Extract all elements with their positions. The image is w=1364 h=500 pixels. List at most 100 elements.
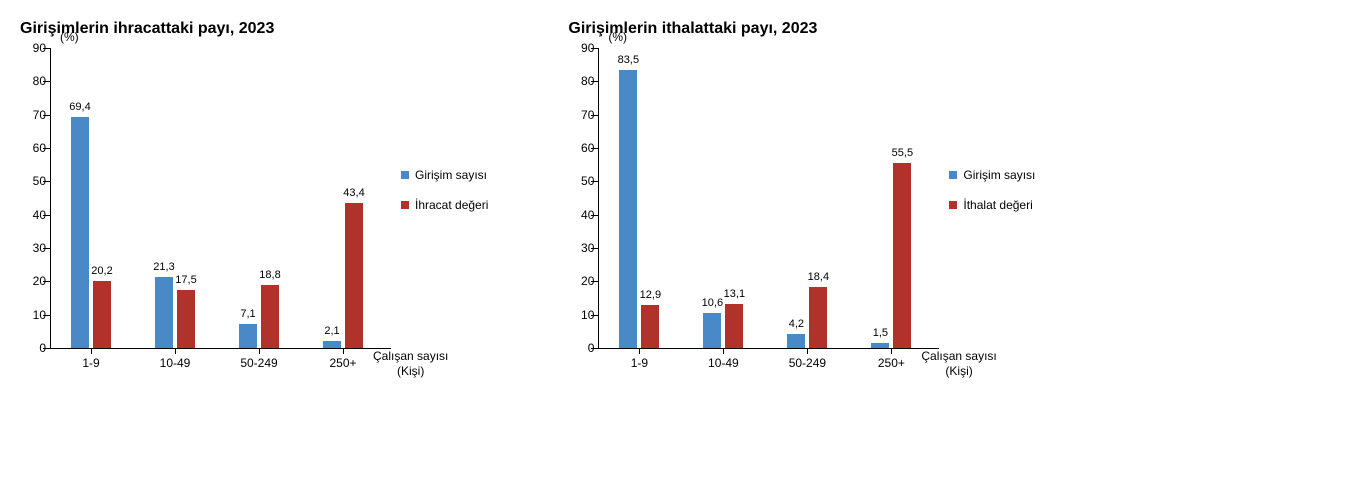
y-axis-unit: (%) (608, 30, 627, 44)
bar-group: 10,613,1 (703, 304, 743, 348)
legend-swatch (949, 201, 957, 209)
legend-label: İhracat değeri (415, 198, 488, 212)
bar: 17,5 (177, 290, 195, 348)
x-axis-title-line: (Kişi) (373, 364, 448, 380)
bar-group: 2,1 43,4 (323, 203, 363, 348)
y-tick-label: 0 (21, 341, 46, 355)
legend: Girişim sayısı İhracat değeri (401, 168, 488, 212)
bar: 83,5 (619, 70, 637, 348)
y-tick-label: 90 (21, 41, 46, 55)
x-tick (807, 348, 808, 354)
bar-group: 21,317,5 (155, 277, 195, 348)
bar-group: 83,512,9 (619, 70, 659, 348)
plot-container: (%)010203040506070809069,420,21-921,317,… (20, 48, 391, 349)
chart-body: (%)010203040506070809083,512,91-910,613,… (568, 48, 1035, 349)
legend-item: Girişim sayısı (949, 168, 1035, 182)
legend-label: Girişim sayısı (415, 168, 487, 182)
y-tick-label: 60 (569, 141, 594, 155)
x-axis-title: Çalışan sayısı(Kişi) (921, 349, 996, 380)
y-tick-label: 40 (569, 208, 594, 222)
legend-label: Girişim sayısı (963, 168, 1035, 182)
y-tick-label: 20 (569, 274, 594, 288)
bar-value-label: 2,1 (324, 325, 339, 337)
bar-value-label: 55,5 (892, 147, 913, 159)
y-tick-label: 10 (21, 308, 46, 322)
bar-group: 4,2 18,4 (787, 287, 827, 348)
bar-value-label: 18,8 (259, 269, 280, 281)
bar-value-label: 10,6 (702, 297, 723, 309)
y-tick-label: 20 (21, 274, 46, 288)
chart-wrapper: Girişimlerin ihracattaki payı, 2023(%)01… (20, 20, 488, 349)
legend-item: İhracat değeri (401, 198, 488, 212)
y-tick-label: 70 (21, 108, 46, 122)
bar-group: 1,5 55,5 (871, 163, 911, 348)
y-tick-label: 50 (569, 174, 594, 188)
y-tick-label: 90 (569, 41, 594, 55)
bar-value-label: 4,2 (789, 318, 804, 330)
bar-value-label: 17,5 (175, 274, 196, 286)
bar-value-label: 1,5 (873, 327, 888, 339)
y-tick-label: 50 (21, 174, 46, 188)
legend-swatch (949, 171, 957, 179)
x-tick (891, 348, 892, 354)
bar: 20,2 (93, 281, 111, 348)
x-tick-label: 50-249 (240, 356, 277, 370)
y-tick-label: 60 (21, 141, 46, 155)
legend-label: İthalat değeri (963, 198, 1032, 212)
x-axis-title-line: Çalışan sayısı (921, 349, 996, 365)
x-tick (175, 348, 176, 354)
bar-value-label: 7,1 (240, 308, 255, 320)
x-tick-label: 1-9 (631, 356, 648, 370)
bar: 18,4 (809, 287, 827, 348)
x-axis-title-line: Çalışan sayısı (373, 349, 448, 365)
bar: 7,1 (239, 324, 257, 348)
bar-value-label: 12,9 (640, 289, 661, 301)
y-tick-label: 70 (569, 108, 594, 122)
chart-title: Girişimlerin ithalattaki payı, 2023 (568, 20, 1035, 38)
bar: 69,4 (71, 117, 89, 348)
x-axis-title-line: (Kişi) (921, 364, 996, 380)
x-tick-label: 10-49 (160, 356, 191, 370)
x-tick (343, 348, 344, 354)
y-tick-label: 80 (21, 74, 46, 88)
x-tick-label: 1-9 (82, 356, 99, 370)
bar-value-label: 21,3 (153, 261, 174, 273)
x-tick (639, 348, 640, 354)
chart-title: Girişimlerin ihracattaki payı, 2023 (20, 20, 488, 38)
y-tick-label: 10 (569, 308, 594, 322)
plot-container: (%)010203040506070809083,512,91-910,613,… (568, 48, 939, 349)
legend: Girişim sayısı İthalat değeri (949, 168, 1035, 212)
bar-value-label: 13,1 (724, 288, 745, 300)
bar: 13,1 (725, 304, 743, 348)
legend-swatch (401, 201, 409, 209)
y-axis-unit: (%) (60, 30, 79, 44)
bar-group: 69,420,2 (71, 117, 111, 348)
plot-area: 010203040506070809083,512,91-910,613,110… (598, 48, 939, 349)
legend-item: Girişim sayısı (401, 168, 488, 182)
chart-wrapper: Girişimlerin ithalattaki payı, 2023(%) 01… (568, 20, 1035, 349)
x-tick (723, 348, 724, 354)
legend-swatch (401, 171, 409, 179)
bar: 43,4 (345, 203, 363, 348)
legend-item: İthalat değeri (949, 198, 1035, 212)
bar: 18,8 (261, 285, 279, 348)
bar: 55,5 (893, 163, 911, 348)
bar-value-label: 43,4 (343, 187, 364, 199)
y-tick-label: 80 (569, 74, 594, 88)
chart-body: (%)010203040506070809069,420,21-921,317,… (20, 48, 488, 349)
x-axis-title: Çalışan sayısı(Kişi) (373, 349, 448, 380)
x-tick-label: 50-249 (789, 356, 826, 370)
bar-value-label: 69,4 (69, 101, 90, 113)
bar: 10,6 (703, 313, 721, 348)
bar: 12,9 (641, 305, 659, 348)
bar-value-label: 18,4 (808, 271, 829, 283)
bar: 4,2 (787, 334, 805, 348)
bar-value-label: 20,2 (91, 265, 112, 277)
bar: 21,3 (155, 277, 173, 348)
bar-value-label: 83,5 (618, 54, 639, 66)
bar: 1,5 (871, 343, 889, 348)
y-tick-label: 0 (569, 341, 594, 355)
bar-group: 7,118,8 (239, 285, 279, 348)
y-tick-label: 30 (21, 241, 46, 255)
x-tick-label: 250+ (329, 356, 356, 370)
